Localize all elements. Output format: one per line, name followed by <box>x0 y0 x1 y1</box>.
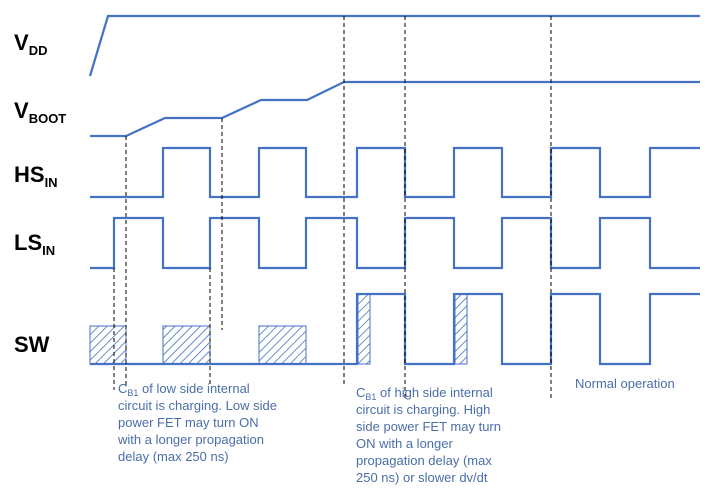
high-side-annotation-line-5: propagation delay (max <box>356 453 492 468</box>
high-side-annotation-line-1: CB1 of high side internal <box>356 385 493 402</box>
hsin-label: HSIN <box>14 162 58 190</box>
high-side-annotation-line-4: ON with a longer <box>356 436 453 451</box>
sw-hatch-region-4 <box>357 293 371 365</box>
lsin-waveform <box>90 216 700 270</box>
high-side-annotation-line-6: 250 ns) or slower dv/dt <box>356 470 488 485</box>
vdd-label: VDD <box>14 30 47 58</box>
low-side-annotation-line-5: delay (max 250 ns) <box>118 449 229 464</box>
lsin-label: LSIN <box>14 230 55 258</box>
high-side-annotation-line-3: side power FET may turn <box>356 419 501 434</box>
sw-waveform <box>90 292 700 366</box>
normal-operation-label: Normal operation <box>575 376 675 391</box>
low-side-annotation-line-1: CB1 of low side internal <box>118 381 250 398</box>
vboot-label: VBOOT <box>14 98 66 126</box>
low-side-annotation-line-3: power FET may turn ON <box>118 415 259 430</box>
sw-hatch-region-1 <box>89 325 127 365</box>
vdd-waveform <box>88 14 700 77</box>
high-side-annotation-line-2: circuit is charging. High <box>356 402 490 417</box>
sw-hatch-region-3 <box>258 325 307 365</box>
low-side-annotation-line-4: with a longer propagation <box>117 432 264 447</box>
low-side-annotation-line-2: circuit is charging. Low side <box>118 398 277 413</box>
sw-hatch-region-5 <box>454 293 468 365</box>
vboot-waveform <box>90 80 700 138</box>
hsin-waveform <box>90 146 700 199</box>
sw-hatch-region-2 <box>162 325 211 365</box>
sw-label: SW <box>14 332 50 357</box>
